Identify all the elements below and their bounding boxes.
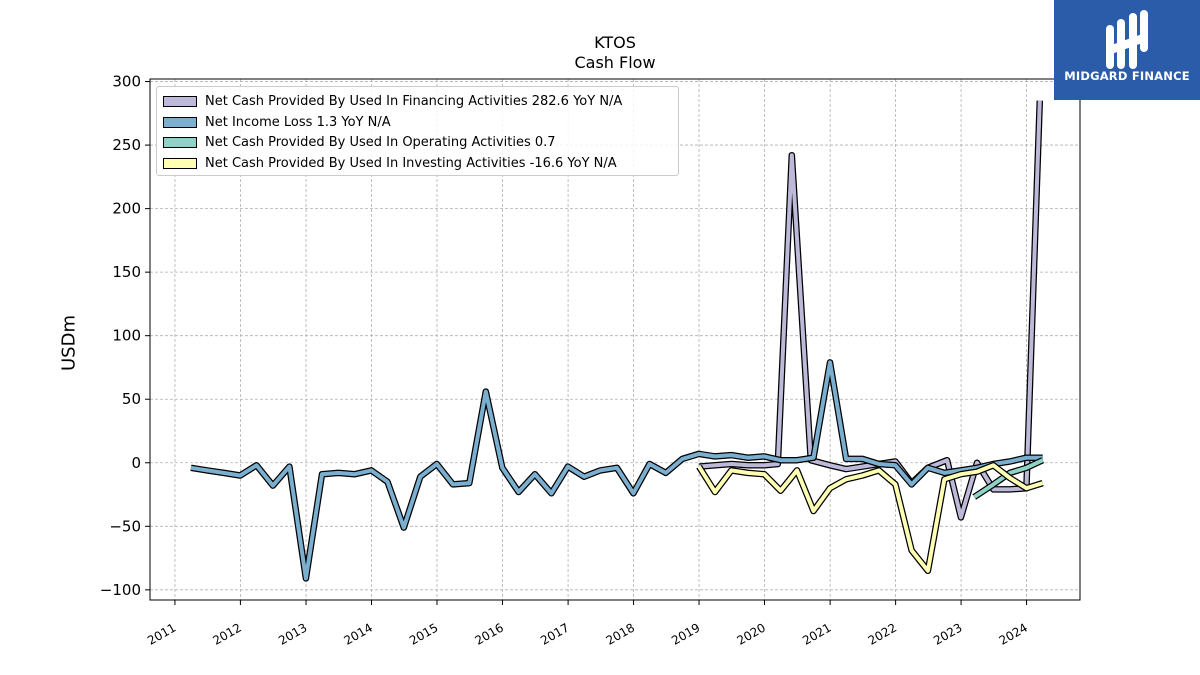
chart-title: KTOS (594, 33, 636, 52)
logo-text: MIDGARD FINANCE (1064, 69, 1190, 83)
legend-swatch-net-income (163, 116, 197, 128)
x-tick-label: 2018 (604, 620, 637, 647)
legend-item-investing: Net Cash Provided By Used In Investing A… (163, 155, 617, 171)
legend-item-net-income: Net Income Loss 1.3 YoY N/A (163, 114, 391, 130)
x-tick-label: 2016 (472, 620, 505, 647)
y-axis-label: USDm (58, 315, 80, 371)
series-line-3 (697, 463, 1044, 573)
x-tick-label: 2015 (407, 620, 440, 647)
y-tick-label: 50 (122, 390, 141, 408)
legend-swatch-operating (163, 136, 197, 148)
series-line-2 (973, 458, 1044, 499)
x-tick-label: 2022 (866, 620, 899, 647)
legend-item-operating: Net Cash Provided By Used In Operating A… (163, 134, 556, 150)
y-tick-label: 0 (131, 454, 141, 472)
series-line-1 (190, 360, 1043, 581)
y-tick-label: 200 (112, 200, 141, 218)
y-tick-label: 150 (112, 263, 141, 281)
y-tick-label: 100 (112, 327, 141, 345)
chart-subtitle: Cash Flow (574, 53, 656, 72)
x-tick-label: 2023 (931, 620, 964, 647)
x-tick-label: 2012 (210, 620, 243, 647)
plot-frame (149, 78, 1081, 601)
x-tick-label: 2013 (276, 620, 309, 647)
x-tick-label: 2021 (800, 620, 833, 647)
legend-label-operating: Net Cash Provided By Used In Operating A… (205, 134, 556, 150)
x-tick-label: 2024 (997, 620, 1030, 647)
legend: Net Cash Provided By Used In Financing A… (156, 86, 679, 176)
midgard-logo-icon (1106, 10, 1148, 69)
x-tick-label: 2019 (669, 620, 702, 647)
x-tick-label: 2011 (145, 620, 178, 647)
legend-swatch-financing (163, 95, 197, 107)
x-tick-label: 2020 (735, 620, 768, 647)
legend-swatch-investing (163, 157, 197, 169)
legend-label-investing: Net Cash Provided By Used In Investing A… (205, 155, 617, 171)
y-tick-label: −50 (109, 517, 141, 535)
series-line-0 (698, 100, 1042, 520)
x-tick-label: 2014 (342, 620, 375, 647)
y-tick-label: 300 (112, 73, 141, 91)
legend-item-financing: Net Cash Provided By Used In Financing A… (163, 93, 622, 109)
y-tick-label: −100 (100, 581, 141, 599)
legend-label-net-income: Net Income Loss 1.3 YoY N/A (205, 114, 391, 130)
legend-label-financing: Net Cash Provided By Used In Financing A… (205, 93, 623, 109)
midgard-finance-logo: MIDGARD FINANCE (1054, 0, 1200, 100)
x-tick-label: 2017 (538, 620, 571, 647)
y-tick-label: 250 (112, 136, 141, 154)
series-lines (190, 100, 1045, 582)
